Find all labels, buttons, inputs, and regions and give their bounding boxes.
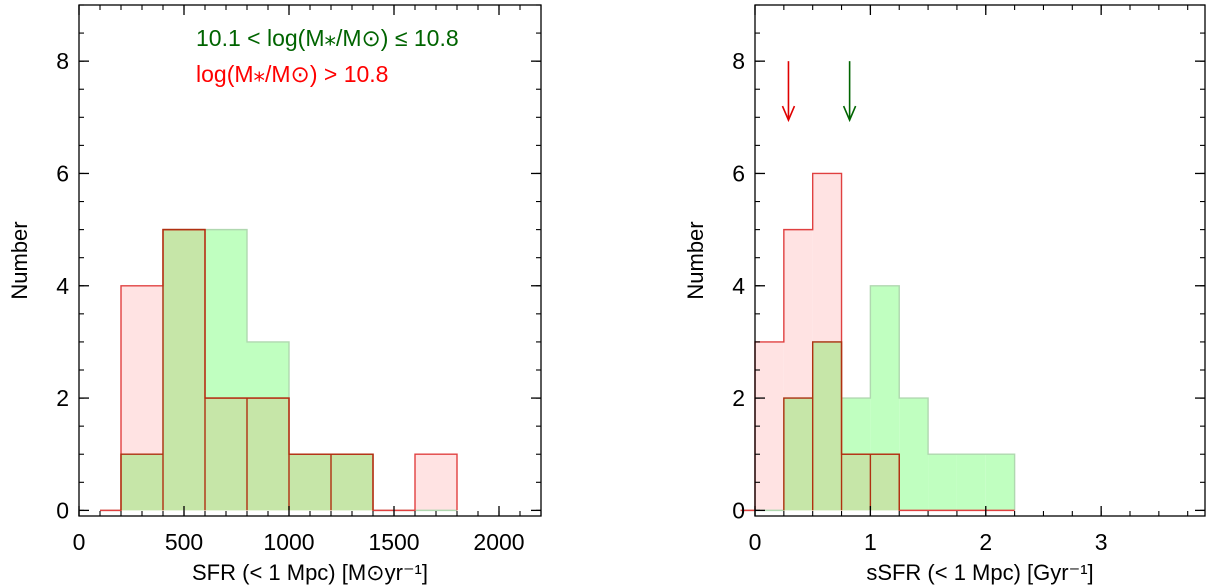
x-tick-label: 3 <box>1095 529 1108 555</box>
x-tick-label: 0 <box>73 529 86 555</box>
high-mass-histogram-outline <box>740 172 1015 512</box>
x-axis-title: SFR (< 1 Mpc) [M⊙yr⁻¹] <box>192 560 428 585</box>
x-tick-label: 1 <box>864 529 877 555</box>
legend-mid-mass: 10.1 < log(M⁎/M⊙) ≤ 10.8 <box>196 25 459 51</box>
high-mass-bar <box>783 229 813 399</box>
x-axis-title: sSFR (< 1 Mpc) [Gyr⁻¹] <box>866 560 1093 585</box>
overlap-bar <box>205 398 247 511</box>
y-tick-label: 6 <box>732 160 745 186</box>
mid-mass-bar <box>205 229 247 399</box>
high-mass-median-arrowhead <box>781 105 796 123</box>
y-tick-label: 4 <box>56 273 69 299</box>
overlap-bar <box>841 454 871 511</box>
legend-high-mass: log(M⁎/M⊙) > 10.8 <box>196 61 388 87</box>
y-tick-label: 6 <box>56 160 69 186</box>
overlap-bar <box>331 454 373 511</box>
mid-mass-bar <box>247 341 289 399</box>
y-axis-title: Number <box>683 221 708 299</box>
y-tick-label: 8 <box>732 48 745 74</box>
overlap-outline <box>783 341 900 511</box>
overlap-bar <box>121 454 163 511</box>
x-tick-label: 2000 <box>473 529 524 555</box>
y-axis-title: Number <box>7 221 32 299</box>
mid-mass-bar <box>928 454 957 511</box>
overlap-outline <box>120 228 374 511</box>
mid-mass-bar <box>985 454 1015 511</box>
mid-mass-bar <box>870 285 900 455</box>
y-tick-label: 0 <box>56 497 69 523</box>
y-tick-label: 2 <box>732 385 745 411</box>
x-tick-label: 0 <box>749 529 762 555</box>
overlap-bar <box>870 454 900 511</box>
legend: 10.1 < log(M⁎/M⊙) ≤ 10.8 log(M⁎/M⊙) > 10… <box>196 25 459 87</box>
x-tick-label: 500 <box>165 529 203 555</box>
overlap-bar <box>163 229 205 511</box>
high-mass-bar <box>812 173 842 342</box>
overlap-bar <box>812 341 842 511</box>
plot-frame <box>754 4 1206 517</box>
x-tick-label: 1500 <box>368 529 419 555</box>
y-tick-label: 2 <box>56 385 69 411</box>
mid-mass-bar <box>956 454 986 511</box>
y-tick-label: 0 <box>732 497 745 523</box>
high-mass-bar <box>415 454 457 511</box>
mid-mass-bar <box>899 398 929 511</box>
high-mass-bar <box>121 285 163 455</box>
x-tick-label: 1000 <box>263 529 314 555</box>
ssfr-histogram-panel: 0 1 2 3 0 2 4 6 8 sSFR (< 1 Mpc) [Gyr⁻¹] Number <box>683 4 1206 585</box>
mid-mass-median-arrowhead <box>842 105 857 123</box>
sfr-histogram-panel: 0 500 1000 1500 2000 0 2 4 6 8 SFR (< 1 Mpc) [M⊙yr… <box>7 4 542 585</box>
overlap-bar <box>289 454 331 511</box>
mid-mass-bar <box>841 398 871 455</box>
x-tick-label: 2 <box>979 529 992 555</box>
overlap-bar <box>783 398 813 511</box>
y-tick-label: 8 <box>56 48 69 74</box>
overlap-bar <box>247 398 289 511</box>
y-tick-label: 4 <box>732 273 745 299</box>
